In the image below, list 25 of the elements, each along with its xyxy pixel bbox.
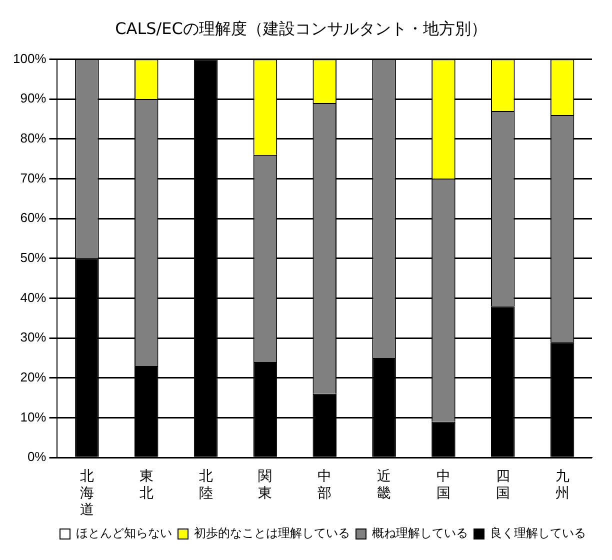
- y-tick-label: 100%: [13, 50, 47, 66]
- y-tick-label: 0%: [27, 449, 47, 464]
- x-tick-label: 北陸: [198, 468, 213, 502]
- x-tick-label: 近畿: [377, 468, 392, 502]
- y-tick-label: 40%: [20, 290, 47, 305]
- y-tick-label: 60%: [20, 210, 47, 226]
- x-tick-label: 九州: [555, 468, 570, 502]
- x-tick-label: 中国: [436, 468, 450, 502]
- legend-label: ほとんど知らない: [76, 526, 172, 540]
- y-tick-label: 30%: [20, 330, 47, 345]
- y-tick-label: 10%: [20, 409, 47, 424]
- legend-label: 初歩的なことは理解している: [194, 526, 350, 540]
- x-tick-label: 四国: [496, 468, 510, 502]
- x-tick-label: 関東: [258, 468, 272, 502]
- x-tick-label: 東北: [139, 468, 154, 502]
- legend-label: 良く理解している: [490, 526, 586, 540]
- x-tick-label: 北海道: [80, 468, 94, 518]
- y-tick-label: 20%: [20, 370, 47, 384]
- y-tick-label: 50%: [20, 250, 47, 265]
- y-tick-label: 70%: [20, 170, 47, 186]
- x-tick-label: 中部: [318, 468, 332, 502]
- y-tick-label: 80%: [20, 130, 47, 146]
- chart-title: CALS/ECの理解度（建設コンサルタント・地方別）: [115, 18, 487, 38]
- legend-label: 概ね理解している: [372, 526, 468, 540]
- y-tick-label: 90%: [20, 90, 47, 106]
